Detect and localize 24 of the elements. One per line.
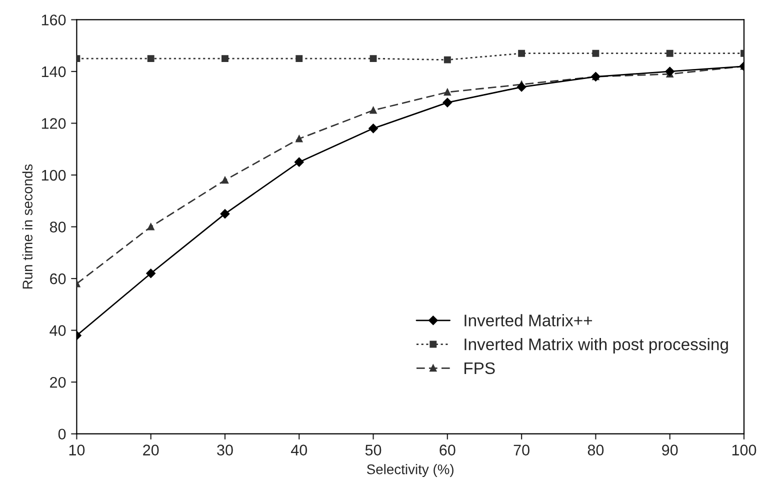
y-axis-title: Run time in seconds [22,164,32,289]
y-tick-label: 60 [50,273,66,284]
legend-label: Inverted Matrix++ [464,314,592,326]
y-tick-label: 120 [42,118,66,129]
y-tick-label: 20 [50,376,66,388]
y-tick-label: 0 [58,428,66,440]
x-tick-label: 80 [588,444,604,456]
y-tick-label: 80 [50,222,66,232]
x-tick-label: 40 [290,444,308,456]
x-tick-label: 70 [514,444,530,456]
x-tick-label: 20 [143,444,159,456]
x-tick-label: 100 [732,444,756,456]
y-tick-label: 40 [50,325,66,336]
y-tick-label: 100 [42,170,66,181]
x-tick-label: 50 [365,444,382,456]
legend-label: FPS [464,362,495,374]
x-tick-label: 10 [69,444,85,456]
x-tick-label: 30 [217,444,233,456]
y-tick-label: 140 [42,66,66,78]
legend-label: Inverted Matrix with post processing [464,338,728,354]
y-tick-label: 160 [42,14,66,26]
x-tick-label: 90 [662,444,678,456]
x-axis-title: Selectivity (%) [366,464,454,477]
x-tick-label: 60 [440,444,456,456]
